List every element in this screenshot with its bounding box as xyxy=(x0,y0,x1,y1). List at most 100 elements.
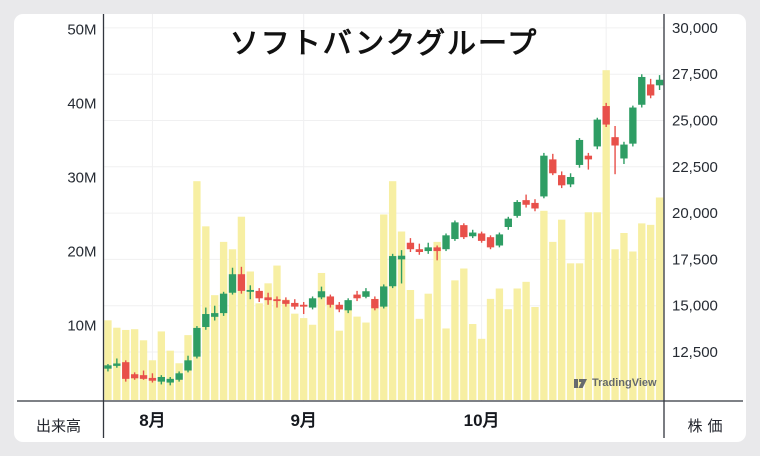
volume-bar xyxy=(273,265,281,400)
candle-body xyxy=(433,247,441,252)
volume-bar xyxy=(460,268,468,400)
volume-bar xyxy=(415,318,424,400)
volume-bar xyxy=(566,263,575,400)
tradingview-watermark[interactable]: TradingView xyxy=(574,377,657,389)
candle-body xyxy=(211,313,219,317)
volume-bar xyxy=(629,251,637,400)
volume-bar xyxy=(362,322,370,400)
candle-body xyxy=(326,296,335,305)
month-tick-label: 10月 xyxy=(464,411,500,430)
candle-body xyxy=(344,300,352,311)
price-axis-title: 株価 xyxy=(687,418,728,435)
volume-bar xyxy=(228,249,237,400)
candle-body xyxy=(460,225,468,238)
candle-body xyxy=(540,155,548,197)
volume-bar xyxy=(406,289,415,400)
candle-body xyxy=(584,155,593,160)
candle-body xyxy=(531,202,539,209)
volume-bar xyxy=(646,224,655,400)
candle-body xyxy=(193,327,201,357)
volume-bar xyxy=(130,329,139,400)
candle-body xyxy=(228,274,237,293)
volume-bar xyxy=(593,212,601,400)
candle-body xyxy=(130,374,139,379)
volume-bar xyxy=(477,338,486,400)
volume-bar xyxy=(638,223,646,400)
volume-bar xyxy=(282,299,290,400)
tradingview-watermark-text: TradingView xyxy=(592,377,657,389)
volume-bar xyxy=(602,70,610,400)
axis-lines xyxy=(17,14,743,438)
volume-bar xyxy=(558,219,566,400)
volume-bar xyxy=(424,293,432,400)
volume-tick-label: 10M xyxy=(67,318,96,335)
tradingview-logo-icon xyxy=(574,378,587,388)
candle-body xyxy=(317,291,326,298)
candlestick-volume-chart[interactable]: 50M 40M 30M 20M 10M 30,000 27,500 25,000 22,500 2… xyxy=(14,14,746,442)
candle-body xyxy=(620,144,628,159)
candle-body xyxy=(415,249,424,252)
candle-body xyxy=(629,107,637,144)
price-tick-label: 30,000 xyxy=(672,20,718,37)
candle-body xyxy=(264,297,272,301)
candle-body xyxy=(655,79,664,86)
volume-tick-label: 20M xyxy=(67,244,96,261)
volume-bars xyxy=(104,70,664,400)
candle-body xyxy=(300,304,308,307)
candle-body xyxy=(602,106,610,125)
price-tick-label: 15,000 xyxy=(672,298,718,315)
volume-bar xyxy=(495,288,504,400)
candles xyxy=(104,74,664,386)
candle-body xyxy=(255,290,263,299)
candle-body xyxy=(638,76,646,105)
candle-body xyxy=(593,119,601,147)
candle-body xyxy=(486,237,495,248)
volume-bar xyxy=(255,303,263,400)
volume-bar xyxy=(531,307,539,400)
volume-bar xyxy=(246,271,254,400)
candle-body xyxy=(371,299,379,309)
candle-body xyxy=(575,139,584,165)
volume-bar xyxy=(237,216,246,400)
price-tick-label: 17,500 xyxy=(672,251,718,268)
candle-body xyxy=(362,291,370,297)
candle-body xyxy=(513,201,521,216)
candle-body xyxy=(246,289,254,292)
chart-title: ソフトバンクグループ xyxy=(229,28,539,60)
price-tick-label: 27,500 xyxy=(672,66,718,83)
candle-body xyxy=(335,304,343,310)
volume-bar xyxy=(264,283,272,400)
month-tick-label: 8月 xyxy=(139,411,165,430)
volume-tick-label: 40M xyxy=(67,96,96,113)
candle-body xyxy=(184,360,192,371)
volume-bar xyxy=(504,309,512,400)
volume-tick-label: 50M xyxy=(67,22,96,39)
volume-bar xyxy=(575,263,584,400)
candle-body xyxy=(477,233,486,241)
candle-body xyxy=(148,377,157,381)
volume-bar xyxy=(486,298,495,400)
candle-body xyxy=(388,256,397,287)
candle-body xyxy=(273,299,281,302)
chart-card: 50M 40M 30M 20M 10M 30,000 27,500 25,000 22,500 2… xyxy=(14,14,746,442)
candle-body xyxy=(122,362,130,379)
candle-body xyxy=(504,218,512,227)
price-tick-label: 12,500 xyxy=(672,344,718,361)
volume-bar xyxy=(139,340,148,400)
volume-bar xyxy=(522,281,530,400)
price-tick-label: 25,000 xyxy=(672,113,718,130)
volume-bar xyxy=(344,307,352,400)
candle-body xyxy=(308,298,317,308)
volume-bar xyxy=(219,241,228,400)
candle-body xyxy=(175,373,183,380)
volume-bar xyxy=(611,249,619,400)
candle-body xyxy=(469,232,477,237)
volume-bar xyxy=(433,241,441,400)
month-tick-label: 9月 xyxy=(290,411,316,430)
volume-bar xyxy=(451,280,459,400)
candle-body xyxy=(397,255,406,260)
candle-body xyxy=(166,378,174,383)
candle-body xyxy=(611,137,619,146)
candle-body xyxy=(113,363,121,366)
